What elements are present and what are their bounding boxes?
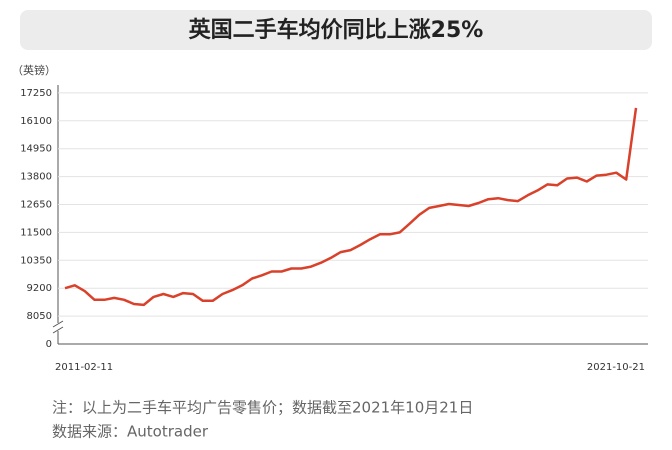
y-tick-label: 10350: [20, 255, 52, 266]
y-tick-label: 12650: [20, 200, 52, 211]
y-tick-label: 16100: [20, 116, 52, 127]
y-tick-label: 17250: [20, 88, 52, 99]
y-tick-label: 13800: [20, 172, 52, 183]
title-bar: [20, 10, 652, 50]
y-axis-label: （英镑）: [12, 63, 56, 77]
y-tick-label: 0: [46, 339, 52, 350]
y-tick-label: 9200: [27, 283, 52, 294]
axis-break: [52, 320, 64, 334]
line-series: [64, 107, 638, 307]
chart-title: 英国二手车均价同比上涨25%: [189, 17, 484, 43]
x-tick-label: 2021-10-21: [587, 362, 645, 373]
y-tick-label: 8050: [27, 311, 52, 322]
y-tick-label: 11500: [20, 227, 52, 238]
source: 数据来源：Autotrader: [52, 423, 209, 441]
note: 注：以上为二手车平均广告零售价；数据截至2021年10月21日: [52, 399, 473, 417]
x-tick-label: 2011-02-11: [55, 362, 113, 373]
y-tick-label: 14950: [20, 144, 52, 155]
